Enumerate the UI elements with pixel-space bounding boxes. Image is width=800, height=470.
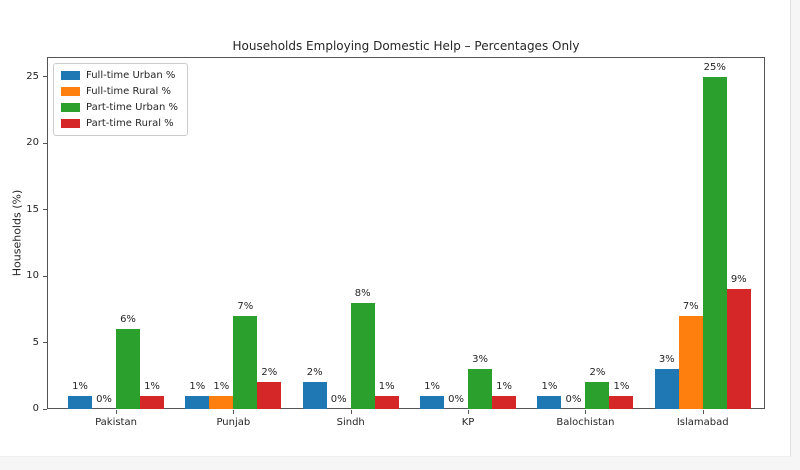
y-tick-mark — [43, 76, 47, 78]
bar-value-label: 0% — [330, 394, 347, 405]
bar-value-label: 7% — [237, 301, 254, 312]
legend-swatch — [61, 87, 80, 96]
y-tick-label: 25 — [26, 70, 39, 82]
bar-part-time-rural--sindh — [374, 396, 399, 409]
bar-full-time-rural--punjab — [209, 396, 234, 409]
y-tick-label: 20 — [26, 137, 39, 149]
bar-full-time-urban--sindh — [302, 382, 327, 409]
legend-swatch — [61, 119, 80, 128]
bar-part-time-rural--balochistan — [609, 396, 634, 409]
bar-value-label: 0% — [96, 394, 112, 405]
bar-part-time-rural--pakistan — [140, 396, 164, 409]
bar-value-label: 1% — [541, 381, 558, 392]
x-tick-label: Punjab — [216, 417, 251, 428]
y-tick-mark — [43, 275, 47, 277]
bar-part-time-urban--islamabad — [702, 77, 727, 409]
x-tick-mark — [233, 410, 235, 414]
bar-value-label: 1% — [213, 381, 230, 392]
bar-value-label: 3% — [472, 354, 488, 365]
bar-full-time-urban--pakistan — [68, 396, 92, 409]
legend-item: Full-time Rural % — [61, 85, 178, 98]
bar-part-time-rural--kp — [492, 396, 517, 409]
bar-value-label: 1% — [496, 381, 512, 392]
x-tick-mark — [350, 410, 352, 414]
y-tick-mark — [43, 142, 47, 144]
bar-value-label: 2% — [261, 367, 278, 378]
x-tick-label: Balochistan — [556, 417, 615, 428]
bar-part-time-urban--kp — [468, 369, 493, 409]
bar-part-time-urban--sindh — [350, 303, 375, 409]
bar-value-label: 2% — [589, 367, 606, 378]
bar-full-time-urban--islamabad — [654, 369, 679, 409]
x-tick-mark — [116, 410, 117, 414]
bar-part-time-urban--punjab — [233, 316, 258, 409]
bar-value-label: 9% — [730, 274, 747, 285]
bar-full-time-urban--balochistan — [537, 396, 562, 409]
y-tick-mark — [43, 408, 47, 410]
bar-value-label: 1% — [378, 381, 395, 392]
bar-value-label: 2% — [306, 367, 323, 378]
bar-value-label: 7% — [682, 301, 699, 312]
x-tick-mark — [702, 410, 704, 414]
bar-value-label: 0% — [448, 394, 464, 405]
x-tick-label: KP — [461, 417, 475, 428]
legend-item: Part-time Rural % — [61, 117, 178, 130]
legend-label: Full-time Rural % — [86, 86, 172, 97]
x-tick-mark — [468, 410, 470, 414]
x-tick-mark — [585, 410, 587, 414]
legend-item: Part-time Urban % — [61, 101, 178, 114]
y-axis-label: Households (%) — [10, 189, 24, 277]
y-tick-mark — [43, 209, 47, 211]
y-tick-label: 0 — [32, 403, 39, 414]
bar-part-time-rural--punjab — [257, 382, 282, 409]
bar-part-time-urban--pakistan — [116, 329, 140, 409]
bar-value-label: 0% — [565, 394, 582, 405]
bar-value-label: 1% — [424, 381, 440, 392]
bar-full-time-rural--islamabad — [678, 316, 703, 409]
legend-swatch — [61, 103, 80, 112]
bar-part-time-rural--islamabad — [726, 289, 751, 409]
x-tick-label: Sindh — [336, 417, 365, 428]
legend-label: Full-time Urban % — [86, 70, 176, 81]
bar-value-label: 1% — [189, 381, 206, 392]
bar-value-label: 1% — [144, 381, 160, 392]
legend-label: Part-time Rural % — [86, 118, 174, 129]
bar-value-label: 1% — [613, 381, 630, 392]
bar-value-label: 25% — [703, 62, 726, 73]
figure-canvas: Households Employing Domestic Help – Per… — [0, 0, 791, 457]
bar-value-label: 6% — [120, 314, 136, 325]
x-tick-label: Pakistan — [95, 417, 137, 428]
bar-full-time-urban--punjab — [185, 396, 210, 409]
y-tick-mark — [43, 342, 47, 344]
bar-value-label: 8% — [354, 288, 371, 299]
y-tick-label: 5 — [32, 336, 39, 348]
legend-item: Full-time Urban % — [61, 69, 178, 82]
legend-label: Part-time Urban % — [86, 102, 179, 113]
y-tick-label: 15 — [26, 203, 39, 215]
legend: Full-time Urban % Full-time Rural % Part-t… — [53, 63, 189, 136]
bar-value-label: 3% — [658, 354, 675, 365]
chart-title: Households Employing Domestic Help – Per… — [232, 39, 580, 53]
bar-full-time-urban--kp — [420, 396, 445, 409]
bar-value-label: 1% — [72, 381, 88, 392]
x-tick-label: Islamabad — [676, 417, 729, 428]
y-tick-label: 10 — [26, 270, 39, 282]
bar-part-time-urban--balochistan — [585, 382, 610, 409]
legend-swatch — [61, 71, 80, 80]
